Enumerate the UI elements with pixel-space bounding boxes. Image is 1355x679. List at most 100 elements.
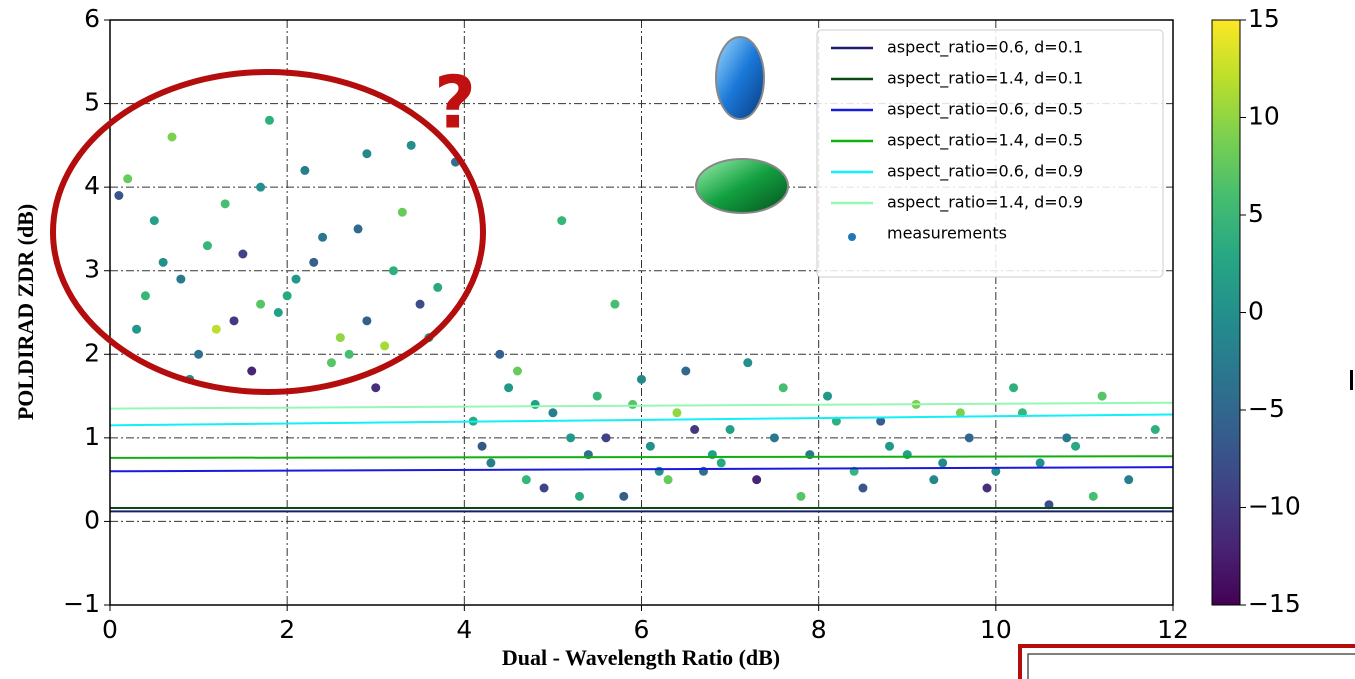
measurement-point [504, 383, 514, 393]
measurement-point [318, 232, 328, 242]
measurement-point [1035, 458, 1045, 468]
oblate-icon [695, 158, 789, 214]
colorbar-tick-label: 5 [1248, 199, 1264, 228]
measurement-point [167, 132, 177, 142]
y-tick-label: −1 [63, 589, 100, 618]
measurement-point [335, 333, 345, 343]
y-tick-label: 3 [84, 255, 100, 284]
colorbar-tick-label: 10 [1248, 102, 1280, 131]
y-axis-label: POLDIRAD ZDR (dB) [13, 204, 38, 420]
measurement-point [645, 441, 655, 451]
measurement-point [885, 441, 895, 451]
legend-label: aspect_ratio=0.6, d=0.1 [887, 38, 1083, 58]
measurement-point [380, 341, 390, 351]
measurement-point [557, 216, 567, 226]
measurement-point [530, 399, 540, 409]
x-tick-label: 2 [279, 615, 295, 644]
measurement-point [406, 140, 416, 150]
measurement-point [725, 425, 735, 434]
measurement-point [681, 366, 691, 376]
measurement-point [601, 433, 611, 443]
measurement-point [858, 483, 868, 493]
prolate-icon [715, 36, 765, 120]
measurement-point [486, 458, 496, 468]
model-line [110, 413, 1173, 427]
model-line [110, 466, 1173, 473]
legend-label: aspect_ratio=1.4, d=0.9 [887, 193, 1083, 213]
measurement-point [929, 475, 939, 485]
measurement-point [397, 207, 407, 217]
measurement-point [1044, 500, 1054, 510]
measurement-point [123, 174, 133, 184]
colorbar-tick-label: 15 [1248, 4, 1280, 33]
measurement-point [592, 391, 602, 401]
measurement-point [512, 366, 522, 376]
measurement-point [539, 483, 549, 493]
legend-label: aspect_ratio=0.6, d=0.9 [887, 162, 1083, 182]
measurement-point [495, 349, 505, 359]
measurement-point [778, 383, 788, 393]
legend-label: aspect_ratio=1.4, d=0.5 [887, 131, 1083, 151]
colorbar-tick-label: −5 [1248, 394, 1285, 423]
x-tick-label: 10 [980, 615, 1012, 644]
legend-label: aspect_ratio=0.6, d=0.5 [887, 100, 1083, 120]
x-tick-label: 4 [456, 615, 472, 644]
measurement-point [264, 115, 274, 125]
measurement-point [371, 383, 381, 393]
measurement-point [176, 274, 186, 284]
measurement-point [964, 433, 974, 443]
measurement-point [672, 408, 682, 418]
y-tick-label: 0 [84, 505, 100, 534]
measurement-point [938, 458, 948, 468]
measurement-point [982, 483, 992, 493]
measurement-point [1124, 475, 1134, 485]
measurement-point [149, 216, 159, 226]
measurement-point [388, 266, 398, 276]
measurement-point [991, 466, 1001, 476]
measurement-point [1088, 491, 1098, 501]
measurement-point [548, 408, 558, 418]
measurement-point [220, 199, 230, 209]
measurement-point [796, 491, 806, 501]
x-tick-label: 12 [1157, 615, 1189, 644]
x-tick-label: 6 [634, 615, 650, 644]
measurement-point [300, 165, 310, 175]
measurement-point [273, 308, 283, 317]
measurement-point [743, 358, 753, 368]
question-mark: ? [434, 61, 476, 145]
measurement-point [353, 224, 363, 234]
measurement-point [238, 249, 248, 259]
measurement-point [282, 291, 292, 301]
measurement-point [202, 241, 212, 251]
measurement-point [256, 182, 266, 192]
measurement-point [663, 475, 673, 485]
colorbar-tick-label: −10 [1248, 492, 1301, 521]
measurement-point [619, 491, 629, 501]
measurement-point [610, 299, 620, 309]
measurement-point [256, 299, 266, 309]
model-line [110, 401, 1173, 410]
y-tick-label: 1 [84, 422, 100, 451]
measurement-point [716, 458, 726, 468]
measurement-point [415, 299, 425, 309]
measurement-point [752, 475, 762, 485]
measurement-point [769, 433, 779, 443]
y-tick-label: 6 [84, 4, 100, 33]
x-tick-label: 8 [811, 615, 827, 644]
measurement-point [477, 441, 487, 451]
measurement-point [194, 349, 204, 359]
measurement-point [637, 374, 646, 384]
measurement-point [114, 191, 124, 200]
measurement-point [1071, 441, 1081, 451]
colorbar [1211, 19, 1241, 606]
measurement-point [876, 416, 886, 426]
measurement-point [628, 399, 638, 409]
measurement-point [158, 257, 168, 267]
colorbar-tick-label: 0 [1248, 297, 1264, 326]
measurement-point [1097, 391, 1107, 401]
measurement-point [362, 316, 372, 326]
measurement-point [140, 291, 150, 301]
measurement-point [521, 475, 531, 485]
legend-swatch [848, 233, 856, 241]
